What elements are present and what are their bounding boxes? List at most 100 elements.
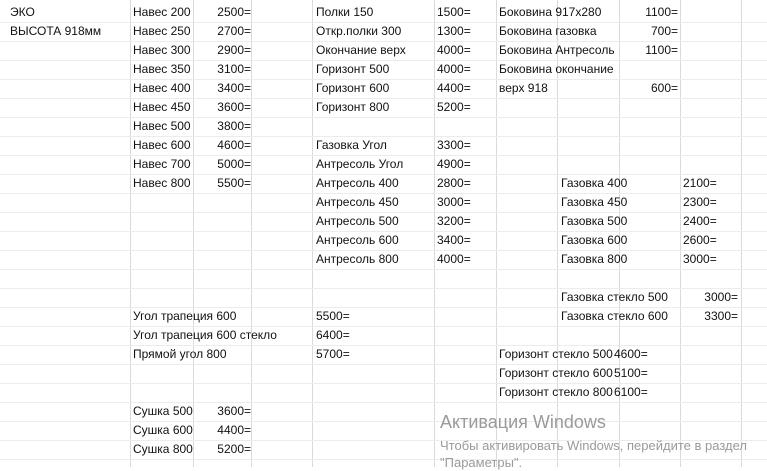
grid-line <box>0 345 767 346</box>
grid-line <box>0 269 767 270</box>
cell-text: 1100= <box>645 5 678 19</box>
cell-text: Антресоль 600 <box>316 233 399 247</box>
grid-line <box>0 41 767 42</box>
cell-text: Горизонт стекло 800 <box>499 385 613 399</box>
grid-line <box>0 326 767 327</box>
cell-text: 3800= <box>217 119 251 133</box>
grid-line <box>0 22 767 23</box>
cell-text: Навес 350 <box>133 62 191 76</box>
watermark-title: Активация Windows <box>440 412 606 432</box>
cell-text: 2600= <box>683 233 717 247</box>
cell-text: Окончание верх <box>316 43 406 57</box>
cell-text: 2700= <box>217 24 251 38</box>
cell-text: ВЫСОТА 918мм <box>10 24 102 38</box>
cell-text: 6100= <box>614 385 648 399</box>
cell-text: 2500= <box>217 5 251 19</box>
cell-text: Газовка стекло 500 <box>561 290 668 304</box>
grid-line <box>0 212 767 213</box>
cell-text: Угол трапеция 600 <box>133 309 237 323</box>
grid-line <box>496 0 497 467</box>
cell-text: 3600= <box>217 404 251 418</box>
cell-text: 3000= <box>683 252 717 266</box>
grid-line <box>434 0 435 467</box>
grid-line <box>0 307 767 308</box>
cell-text: 4600= <box>217 138 251 152</box>
grid-line <box>0 440 767 441</box>
cell-text: 2300= <box>683 195 717 209</box>
watermark-text: Чтобы активировать Windows, перейдите в … <box>440 438 747 470</box>
grid-line <box>0 174 767 175</box>
cell-text: Навес 700 <box>133 157 191 171</box>
grid-line <box>193 0 194 467</box>
cell-text: Антресоль 500 <box>316 214 399 228</box>
cell-text: 5500= <box>316 309 350 323</box>
cell-text: 3300= <box>437 138 471 152</box>
cell-text: 3000= <box>437 195 471 209</box>
cell-text: 4600= <box>614 347 648 361</box>
cell-text: 4400= <box>437 81 471 95</box>
grid-line <box>0 402 767 403</box>
cell-text: Навес 300 <box>133 43 191 57</box>
cell-text: 5700= <box>316 347 350 361</box>
cell-text: 700= <box>650 24 678 38</box>
cell-text: 2100= <box>683 176 717 190</box>
cell-text: 4400= <box>217 423 251 437</box>
grid-line <box>0 383 767 384</box>
cell-text: Боковина 917x280 <box>499 5 602 19</box>
grid-line <box>0 60 767 61</box>
cell-text: Боковина Антресоль <box>499 43 615 57</box>
grid-line <box>680 0 681 467</box>
cell-text: Антресоль 800 <box>316 252 399 266</box>
cell-text: Газовка 800 <box>561 252 628 266</box>
cell-text: Сушка 500 <box>133 404 193 418</box>
cell-text: 2400= <box>683 214 717 228</box>
cell-text: Навес 600 <box>133 138 191 152</box>
grid-line <box>741 0 742 467</box>
cell-text: Навес 250 <box>133 24 191 38</box>
cell-text: Газовка 600 <box>561 233 628 247</box>
cell-text: Газовка 450 <box>561 195 628 209</box>
cell-text: Навес 200 <box>133 5 191 19</box>
cell-text: ЭКО <box>10 5 35 19</box>
grid-line <box>0 193 767 194</box>
cell-text: 1100= <box>645 43 678 57</box>
cell-text: 2900= <box>217 43 251 57</box>
cell-text: 600= <box>650 81 678 95</box>
cell-text: Навес 800 <box>133 176 191 190</box>
grid-line <box>619 0 620 467</box>
cell-text: 1500= <box>437 5 471 19</box>
grid-line <box>0 288 767 289</box>
cell-text: 3100= <box>217 62 251 76</box>
grid-line <box>0 459 767 460</box>
cell-text: Боковина газовка <box>499 24 597 38</box>
cell-text: Газовка Угол <box>316 138 387 152</box>
cell-text: Сушка 800 <box>133 442 193 456</box>
cell-text: Навес 450 <box>133 100 191 114</box>
cell-text: Полки 150 <box>316 5 374 19</box>
cell-text: 4000= <box>437 62 471 76</box>
cell-text: 5100= <box>614 366 648 380</box>
cell-text: Горизонт 500 <box>316 62 390 76</box>
cell-text: 3600= <box>217 100 251 114</box>
cell-text: Газовка 400 <box>561 176 628 190</box>
cell-text: 3000= <box>704 290 738 304</box>
cell-text: 3400= <box>217 81 251 95</box>
grid-line <box>0 364 767 365</box>
grid-line <box>0 98 767 99</box>
cell-text: 3200= <box>437 214 471 228</box>
grid-line <box>557 0 558 467</box>
cell-text: 6400= <box>316 328 350 342</box>
grid-line <box>0 231 767 232</box>
cell-text: 2800= <box>437 176 471 190</box>
cell-text: 4900= <box>437 157 471 171</box>
cell-text: Горизонт стекло 500 <box>499 347 613 361</box>
cell-text: верх 918 <box>499 81 548 95</box>
cell-text: Навес 400 <box>133 81 191 95</box>
cell-text: 4000= <box>437 43 471 57</box>
cell-text: 1300= <box>437 24 471 38</box>
cell-text: Газовка стекло 600 <box>561 309 668 323</box>
cell-text: 4000= <box>437 252 471 266</box>
cell-text: 5500= <box>217 176 251 190</box>
